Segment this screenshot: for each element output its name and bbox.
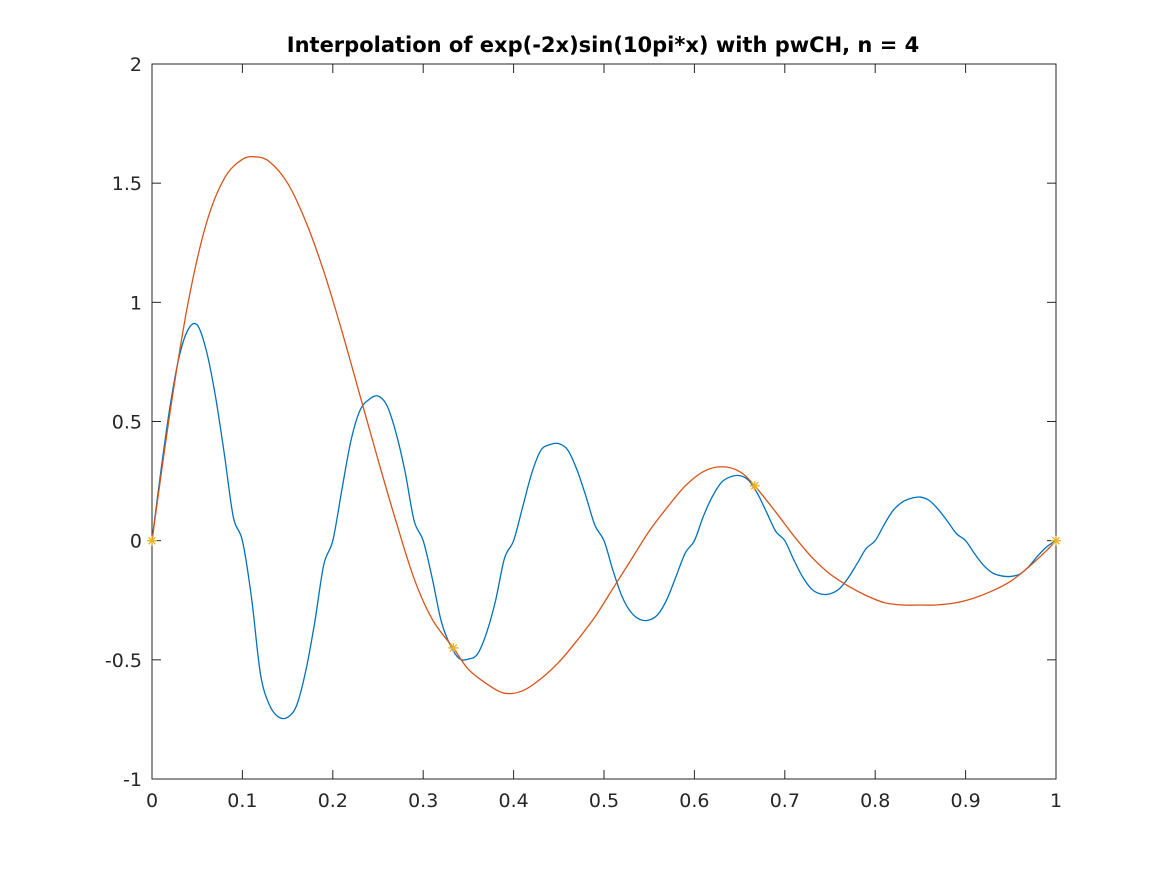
x-tick-label: 0.8: [860, 790, 890, 812]
x-tick-label: 0.9: [950, 790, 980, 812]
y-tick-label: 1: [130, 292, 142, 314]
x-tick-label: 0.5: [589, 790, 619, 812]
y-tick-label: -1: [123, 769, 142, 791]
data-point-marker: [448, 642, 459, 653]
x-tick-label: 1: [1050, 790, 1062, 812]
y-tick-label: 2: [130, 54, 142, 76]
data-point-marker: [147, 535, 157, 546]
y-axis: -1 -0.5 0 0.5 1 1.5 2: [105, 54, 1056, 791]
x-tick-label: 0.2: [318, 790, 348, 812]
x-tick-label: 0.4: [498, 790, 528, 812]
y-tick-label: 0.5: [112, 412, 142, 434]
marker-stroke: [1052, 536, 1060, 545]
series-line-2: [151, 155, 1057, 695]
x-tick-label: 0.6: [679, 790, 709, 812]
y-tick-label: -0.5: [105, 650, 142, 672]
x-axis: 0 0.1 0.2 0.3 0.4 0.5 0.6 0.7 0.8 0.9 1: [146, 64, 1062, 812]
x-tick-label: 0.7: [770, 790, 800, 812]
data-point-marker: [1051, 535, 1061, 546]
marker-stroke: [750, 481, 759, 490]
series-line-1: [151, 322, 1057, 720]
y-tick-label: 1.5: [112, 173, 142, 195]
y-tick-label: 0: [130, 531, 142, 553]
x-tick-label: 0.3: [408, 790, 438, 812]
axes-box: [151, 63, 1057, 780]
marker-stroke: [449, 643, 458, 652]
series-layer: [147, 155, 1061, 720]
x-tick-label: 0.1: [227, 790, 257, 812]
plot-area: [151, 63, 1057, 780]
data-point-marker: [749, 480, 760, 491]
x-tick-label: 0: [146, 790, 158, 812]
marker-stroke: [148, 536, 156, 545]
chart-title: Interpolation of exp(-2x)sin(10pi*x) wit…: [287, 33, 919, 57]
